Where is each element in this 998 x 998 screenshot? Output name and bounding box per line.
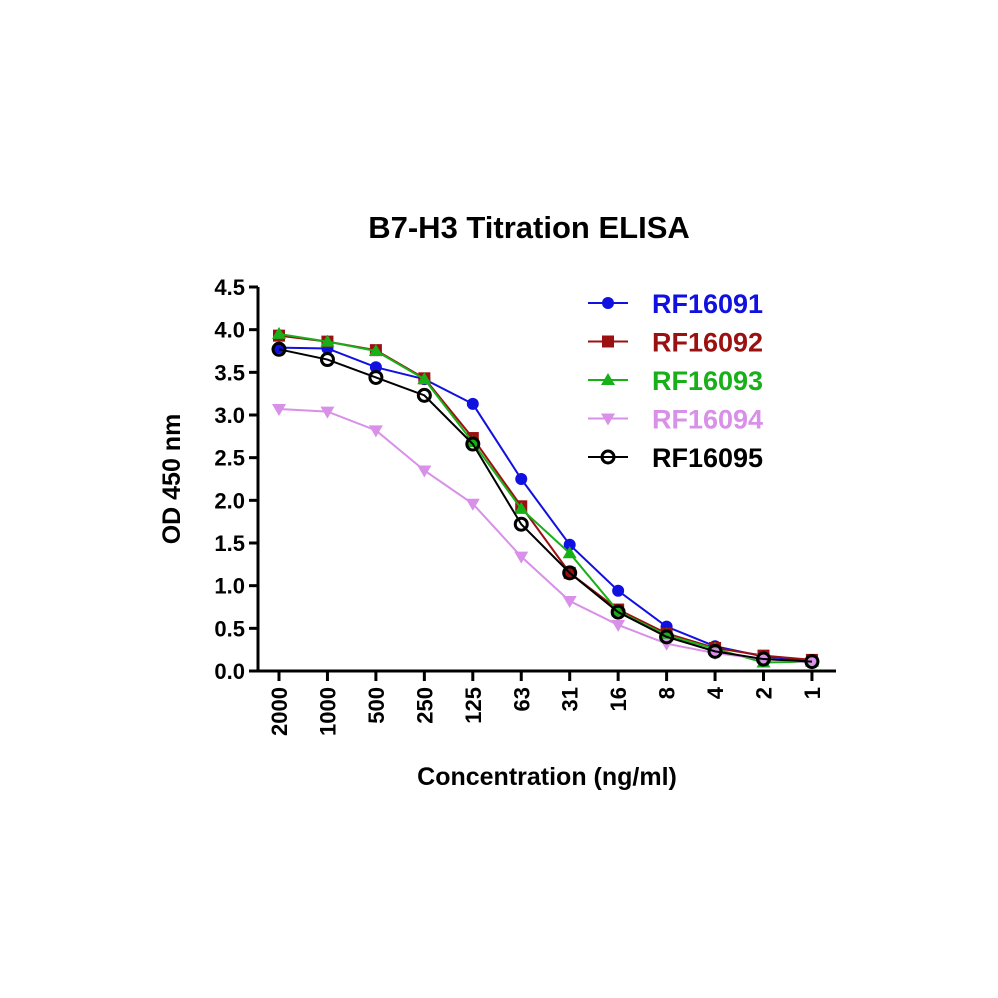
y-tick-label: 1.5 xyxy=(214,531,245,556)
data-point xyxy=(319,352,335,368)
y-tick-label: 3.0 xyxy=(214,403,245,428)
data-point xyxy=(611,619,626,632)
x-tick-label: 8 xyxy=(655,687,680,699)
y-tick-label: 3.5 xyxy=(214,360,245,385)
legend-item: RF16092 xyxy=(588,328,763,358)
data-point xyxy=(659,629,675,645)
legend-label: RF16091 xyxy=(652,289,763,319)
data-point xyxy=(416,387,432,403)
legend-marker xyxy=(601,413,615,426)
x-tick-label: 4 xyxy=(703,686,728,699)
x-tick-label: 2000 xyxy=(267,687,292,736)
data-point xyxy=(320,406,335,419)
legend-item: RF16093 xyxy=(588,366,763,396)
x-tick-label: 1 xyxy=(800,687,825,699)
legend-label: RF16092 xyxy=(652,328,763,358)
data-point xyxy=(369,361,382,374)
data-point xyxy=(514,551,529,564)
x-tick-label: 31 xyxy=(558,687,583,711)
legend-item: RF16094 xyxy=(588,405,763,435)
series-line xyxy=(278,408,813,664)
series-line xyxy=(278,346,813,662)
data-point xyxy=(562,596,577,609)
data-point xyxy=(707,643,723,659)
legend-label: RF16095 xyxy=(652,443,763,473)
data-point xyxy=(513,516,529,532)
data-point xyxy=(756,651,771,667)
data-point xyxy=(804,654,820,670)
y-tick-label: 0.5 xyxy=(214,616,245,641)
data-point xyxy=(515,473,528,485)
chart-title: B7-H3 Titration ELISA xyxy=(368,210,690,245)
legend-item: RF16091 xyxy=(588,289,763,319)
x-tick-label: 500 xyxy=(364,687,389,724)
y-tick-label: 2.0 xyxy=(214,488,245,513)
data-point xyxy=(465,435,480,448)
legend-label: RF16093 xyxy=(652,366,763,396)
x-tick-label: 125 xyxy=(461,687,486,724)
data-point xyxy=(368,344,383,356)
data-point xyxy=(562,565,578,581)
data-point xyxy=(465,436,481,452)
x-tick-label: 16 xyxy=(606,687,631,711)
data-point xyxy=(465,498,480,511)
y-axis-label: OD 450 nm xyxy=(158,414,186,545)
data-point xyxy=(612,584,625,597)
legend-item: RF16095 xyxy=(588,443,763,473)
x-tick-label: 1000 xyxy=(315,687,340,736)
y-tick-label: 0.0 xyxy=(214,659,245,684)
data-point xyxy=(271,341,287,357)
data-point xyxy=(320,334,335,347)
series-line xyxy=(278,348,813,663)
y-tick-label: 1.0 xyxy=(214,574,245,599)
x-tick-label: 250 xyxy=(412,687,437,724)
y-tick-label: 4.5 xyxy=(214,275,245,300)
data-point xyxy=(417,465,432,478)
data-point xyxy=(466,397,479,410)
x-tick-label: 2 xyxy=(752,687,777,699)
data-point xyxy=(272,326,286,339)
x-axis-label: Concentration (ng/ml) xyxy=(417,763,677,791)
data-point xyxy=(563,538,576,551)
legend-marker xyxy=(602,335,614,348)
data-point xyxy=(368,425,383,438)
legend-label: RF16094 xyxy=(652,405,763,435)
series-rf16095 xyxy=(271,341,820,670)
y-tick-label: 2.5 xyxy=(214,446,245,471)
data-point xyxy=(562,546,577,559)
x-tick-label: 63 xyxy=(509,687,534,711)
legend-marker xyxy=(601,373,615,385)
data-point xyxy=(417,372,432,385)
legend-marker xyxy=(600,449,616,465)
legend-marker xyxy=(602,297,614,309)
series-line xyxy=(278,332,812,664)
data-point xyxy=(610,604,626,620)
data-point xyxy=(368,369,384,385)
y-tick-label: 4.0 xyxy=(214,318,245,343)
data-point xyxy=(272,404,286,417)
data-point xyxy=(514,501,529,514)
